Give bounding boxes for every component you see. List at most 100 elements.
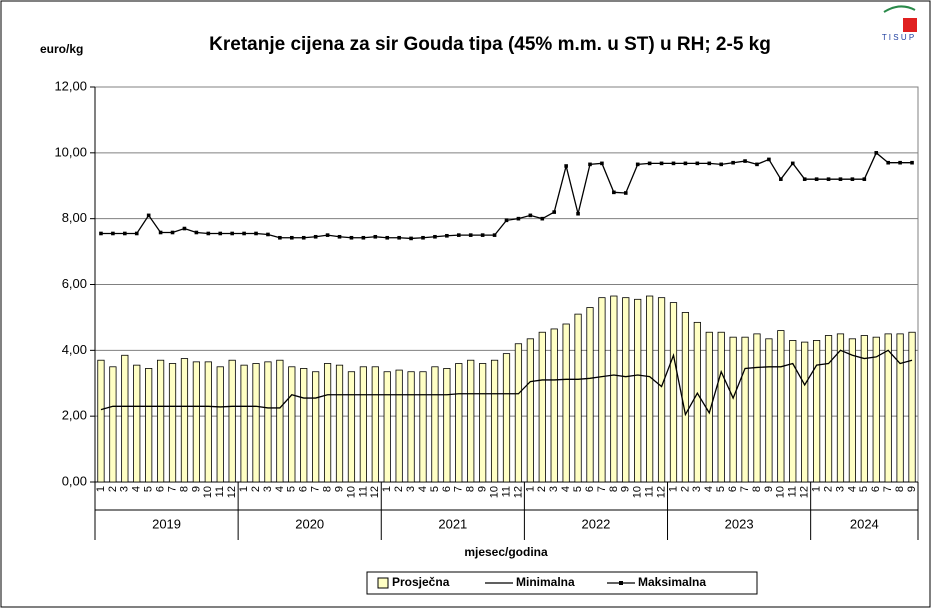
x-tick-label: 5 xyxy=(143,486,155,492)
bar xyxy=(538,331,546,483)
y-tick-label: 2,00 xyxy=(62,408,87,423)
x-tick-label: 4 xyxy=(417,486,429,492)
bar xyxy=(145,368,153,483)
bar xyxy=(312,371,320,483)
x-tick-label: 8 xyxy=(751,486,763,492)
marker xyxy=(230,231,234,236)
x-tick-label: 2 xyxy=(822,486,834,492)
x-tick-label: 7 xyxy=(310,486,322,492)
x-tick-label: 6 xyxy=(727,486,739,492)
bar xyxy=(765,338,773,483)
bar xyxy=(276,359,284,483)
bar xyxy=(109,366,117,483)
bar xyxy=(335,364,344,483)
bar xyxy=(836,333,845,483)
marker xyxy=(313,234,318,239)
bar xyxy=(884,333,892,483)
logo: T I S U P xyxy=(882,5,917,42)
x-tick-label: 2 xyxy=(107,486,119,492)
marker xyxy=(242,231,246,236)
svg-text:T I S U P: T I S U P xyxy=(882,33,914,42)
bar xyxy=(359,366,367,483)
bar xyxy=(634,298,642,483)
marker xyxy=(552,210,557,214)
bar xyxy=(717,331,725,483)
legend-label: Minimalna xyxy=(516,575,575,589)
marker xyxy=(659,161,664,166)
bar xyxy=(240,364,248,483)
bar xyxy=(323,363,332,483)
marker xyxy=(790,161,795,166)
marker xyxy=(325,233,330,237)
marker xyxy=(421,235,425,240)
x-tick-label: 3 xyxy=(691,486,703,492)
x-tick-label: 10 xyxy=(345,486,357,498)
marker xyxy=(540,216,545,221)
bar xyxy=(610,295,618,483)
x-group-label: 2022 xyxy=(581,516,610,531)
bar xyxy=(431,366,439,483)
x-tick-label: 1 xyxy=(811,486,823,492)
bar xyxy=(872,336,880,483)
x-tick-label: 12 xyxy=(226,486,238,498)
x-tick-label: 3 xyxy=(405,486,417,492)
marker xyxy=(755,162,759,167)
x-tick-label: 5 xyxy=(715,486,727,492)
bar xyxy=(502,353,511,483)
x-tick-label: 11 xyxy=(214,486,226,497)
marker xyxy=(445,233,449,238)
marker xyxy=(528,213,533,218)
x-tick-label: 10 xyxy=(632,486,644,498)
x-tick-label: 3 xyxy=(548,486,560,492)
bar xyxy=(574,313,582,483)
x-tick-label: 6 xyxy=(870,486,882,492)
marker xyxy=(588,162,592,167)
line xyxy=(100,349,913,417)
marker xyxy=(218,231,223,236)
bar xyxy=(598,297,606,483)
x-tick-label: 2 xyxy=(393,486,405,492)
bar xyxy=(121,354,129,483)
bar xyxy=(407,371,415,483)
x-tick-label: 9 xyxy=(763,486,775,492)
x-tick-label: 6 xyxy=(155,486,167,492)
legend-swatch xyxy=(377,577,389,589)
marker xyxy=(266,232,270,237)
bar xyxy=(371,366,379,483)
x-tick-label: 8 xyxy=(465,486,477,492)
x-tick-label: 2 xyxy=(250,486,262,492)
marker xyxy=(779,177,783,181)
bar xyxy=(216,366,224,483)
bar xyxy=(896,333,904,483)
bar xyxy=(777,330,785,483)
x-tick-label: 3 xyxy=(834,486,846,492)
x-tick-label: 9 xyxy=(477,486,489,492)
x-tick-label: 3 xyxy=(262,486,274,492)
marker xyxy=(743,159,747,163)
marker xyxy=(349,235,354,240)
y-tick-label: 0,00 xyxy=(62,473,87,488)
marker xyxy=(564,164,568,168)
bar xyxy=(490,359,499,483)
marker xyxy=(910,160,914,165)
legend-marker xyxy=(619,581,623,585)
x-tick-label: 4 xyxy=(846,486,858,492)
marker xyxy=(802,177,807,181)
bar xyxy=(693,321,701,483)
bar xyxy=(133,364,141,483)
bar xyxy=(288,366,296,483)
marker xyxy=(576,211,580,216)
bar xyxy=(204,361,212,483)
y-tick-label: 12,00 xyxy=(54,78,87,93)
marker xyxy=(158,230,163,235)
marker xyxy=(146,213,151,218)
bar xyxy=(252,363,260,483)
y-axis-label: euro/kg xyxy=(40,42,83,56)
bar xyxy=(300,368,308,483)
marker xyxy=(290,235,294,240)
marker xyxy=(170,230,175,235)
x-group-label: 2023 xyxy=(725,516,754,531)
bar xyxy=(586,307,594,483)
bar xyxy=(526,338,534,483)
